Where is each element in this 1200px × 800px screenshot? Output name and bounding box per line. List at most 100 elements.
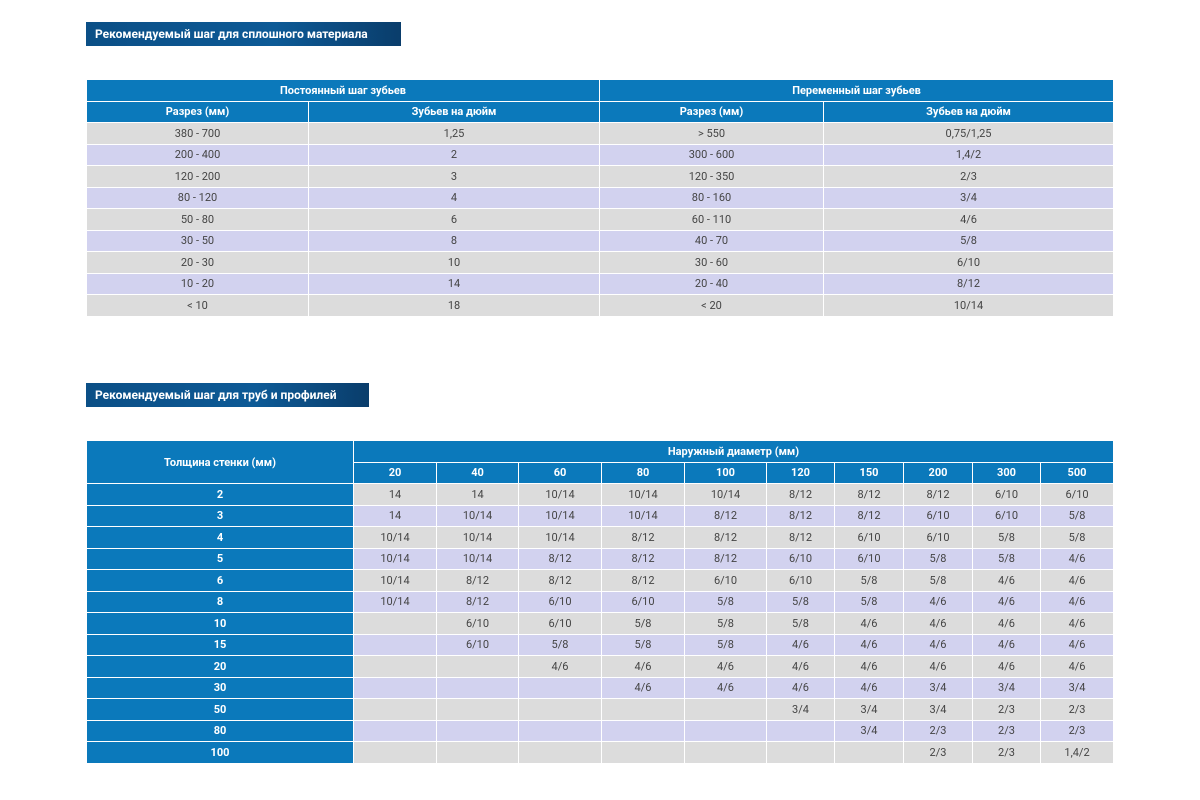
cell: 4/6 — [1039, 547, 1115, 570]
cell: 10/14 — [823, 294, 1115, 317]
cell: 8 — [307, 229, 601, 252]
table-row: 50 3/4 3/4 3/4 2/3 2/3 — [86, 698, 1115, 721]
cell: 10/14 — [436, 547, 519, 570]
cell: 6 — [307, 208, 601, 231]
cell — [436, 719, 519, 742]
cell: 5/8 — [684, 633, 767, 656]
cell: 4/6 — [834, 676, 904, 699]
group-header: Переменный шаг зубьев — [599, 79, 1115, 102]
cell: 8/12 — [823, 272, 1115, 295]
cell: 6/10 — [601, 590, 685, 613]
table-row: < 10 18 < 20 10/14 — [86, 294, 1115, 317]
cell: 30 - 50 — [86, 229, 309, 252]
cell: 8/12 — [601, 569, 685, 592]
table-row: 30 - 50 8 40 - 70 5/8 — [86, 229, 1115, 252]
cell: 4/6 — [834, 655, 904, 678]
column-header: Разрез (мм) — [599, 100, 825, 123]
cell: 5/8 — [684, 612, 767, 635]
row-header: 4 — [86, 526, 354, 549]
header-row: 20 40 60 80 100 120 150 200 300 500 — [87, 461, 1115, 484]
cell: 4/6 — [601, 655, 685, 678]
cell: 8/12 — [518, 569, 602, 592]
cell: 5/8 — [601, 612, 685, 635]
column-header: 100 — [684, 461, 767, 484]
cell: 6/10 — [518, 590, 602, 613]
cell: 120 - 350 — [599, 165, 825, 188]
cell: 40 - 70 — [599, 229, 825, 252]
cell: 6/10 — [518, 612, 602, 635]
cell: 4/6 — [972, 655, 1041, 678]
cell: 10/14 — [601, 483, 685, 506]
column-header: 150 — [834, 461, 904, 484]
cell — [353, 698, 437, 721]
cell: 6/10 — [972, 504, 1041, 527]
cell: 4/6 — [903, 590, 973, 613]
cell: 6/10 — [436, 612, 519, 635]
cell — [684, 719, 767, 742]
cell — [353, 612, 437, 635]
cell: 4/6 — [766, 655, 835, 678]
cell — [353, 676, 437, 699]
cell: 10 - 20 — [86, 272, 309, 295]
cell: 4/6 — [903, 612, 973, 635]
cell: 18 — [307, 294, 601, 317]
cell: 4/6 — [903, 655, 973, 678]
cell: 1,4/2 — [823, 143, 1115, 166]
cell: 4/6 — [1039, 590, 1115, 613]
cell — [518, 719, 602, 742]
cell: > 550 — [599, 122, 825, 145]
section-heading: Рекомендуемый шаг для сплошного материал… — [86, 22, 401, 46]
cell: 4/6 — [823, 208, 1115, 231]
cell: 6/10 — [436, 633, 519, 656]
cell: 10/14 — [353, 547, 437, 570]
cell: 3/4 — [766, 698, 835, 721]
cell: 4 — [307, 186, 601, 209]
cell: 8/12 — [766, 483, 835, 506]
cell: 6/10 — [823, 251, 1115, 274]
header-row: Толщина стенки (мм) Наружный диаметр (мм) — [86, 440, 1115, 484]
cell: 5/8 — [766, 590, 835, 613]
cell: 4/6 — [684, 676, 767, 699]
cell: 10/14 — [436, 526, 519, 549]
row-header: 3 — [86, 504, 354, 527]
cell: 10/14 — [436, 504, 519, 527]
cell: 5/8 — [903, 547, 973, 570]
table-row: 380 - 700 1,25 > 550 0,75/1,25 — [86, 122, 1115, 145]
cell: 120 - 200 — [86, 165, 309, 188]
cell: 4/6 — [1039, 569, 1115, 592]
cell: 14 — [353, 504, 437, 527]
cell: 6/10 — [834, 547, 904, 570]
cell: 3/4 — [903, 698, 973, 721]
column-header: 120 — [766, 461, 835, 484]
cell: 5/8 — [684, 590, 767, 613]
cell — [684, 741, 767, 764]
header-row: Разрез (мм) Зубьев на дюйм Разрез (мм) Зубь… — [86, 100, 1115, 123]
cell: 1,4/2 — [1039, 741, 1115, 764]
column-header: 60 — [518, 461, 602, 484]
column-header: Разрез (мм) — [86, 100, 309, 123]
row-header: 80 — [86, 719, 354, 742]
table-row: 10 6/10 6/10 5/8 5/8 5/8 4/6 4/6 4/6 4/6 — [86, 612, 1115, 635]
cell: 6/10 — [834, 526, 904, 549]
cell: 5/8 — [903, 569, 973, 592]
row-header: 6 — [86, 569, 354, 592]
cell: 2/3 — [1039, 719, 1115, 742]
section-heading: Рекомендуемый шаг для труб и профилей — [86, 383, 369, 407]
cell: 10/14 — [518, 526, 602, 549]
column-header: 500 — [1039, 461, 1115, 484]
cell: 6/10 — [766, 547, 835, 570]
cell: 3/4 — [1039, 676, 1115, 699]
cell: 4/6 — [1039, 633, 1115, 656]
cell: 8/12 — [766, 526, 835, 549]
cell: 4/6 — [766, 633, 835, 656]
header-row: Постоянный шаг зубьев Переменный шаг зубь… — [85, 79, 1115, 102]
row-header: 2 — [86, 483, 354, 506]
table-row: 4 10/14 10/14 10/14 8/12 8/12 8/12 6/10 6/10 5/8 5… — [86, 526, 1115, 549]
cell: 4/6 — [834, 612, 904, 635]
cell: 4/6 — [518, 655, 602, 678]
cell: 4/6 — [766, 676, 835, 699]
cell: 14 — [353, 483, 437, 506]
cell — [353, 633, 437, 656]
cell — [518, 741, 602, 764]
cell: 8/12 — [903, 483, 973, 506]
